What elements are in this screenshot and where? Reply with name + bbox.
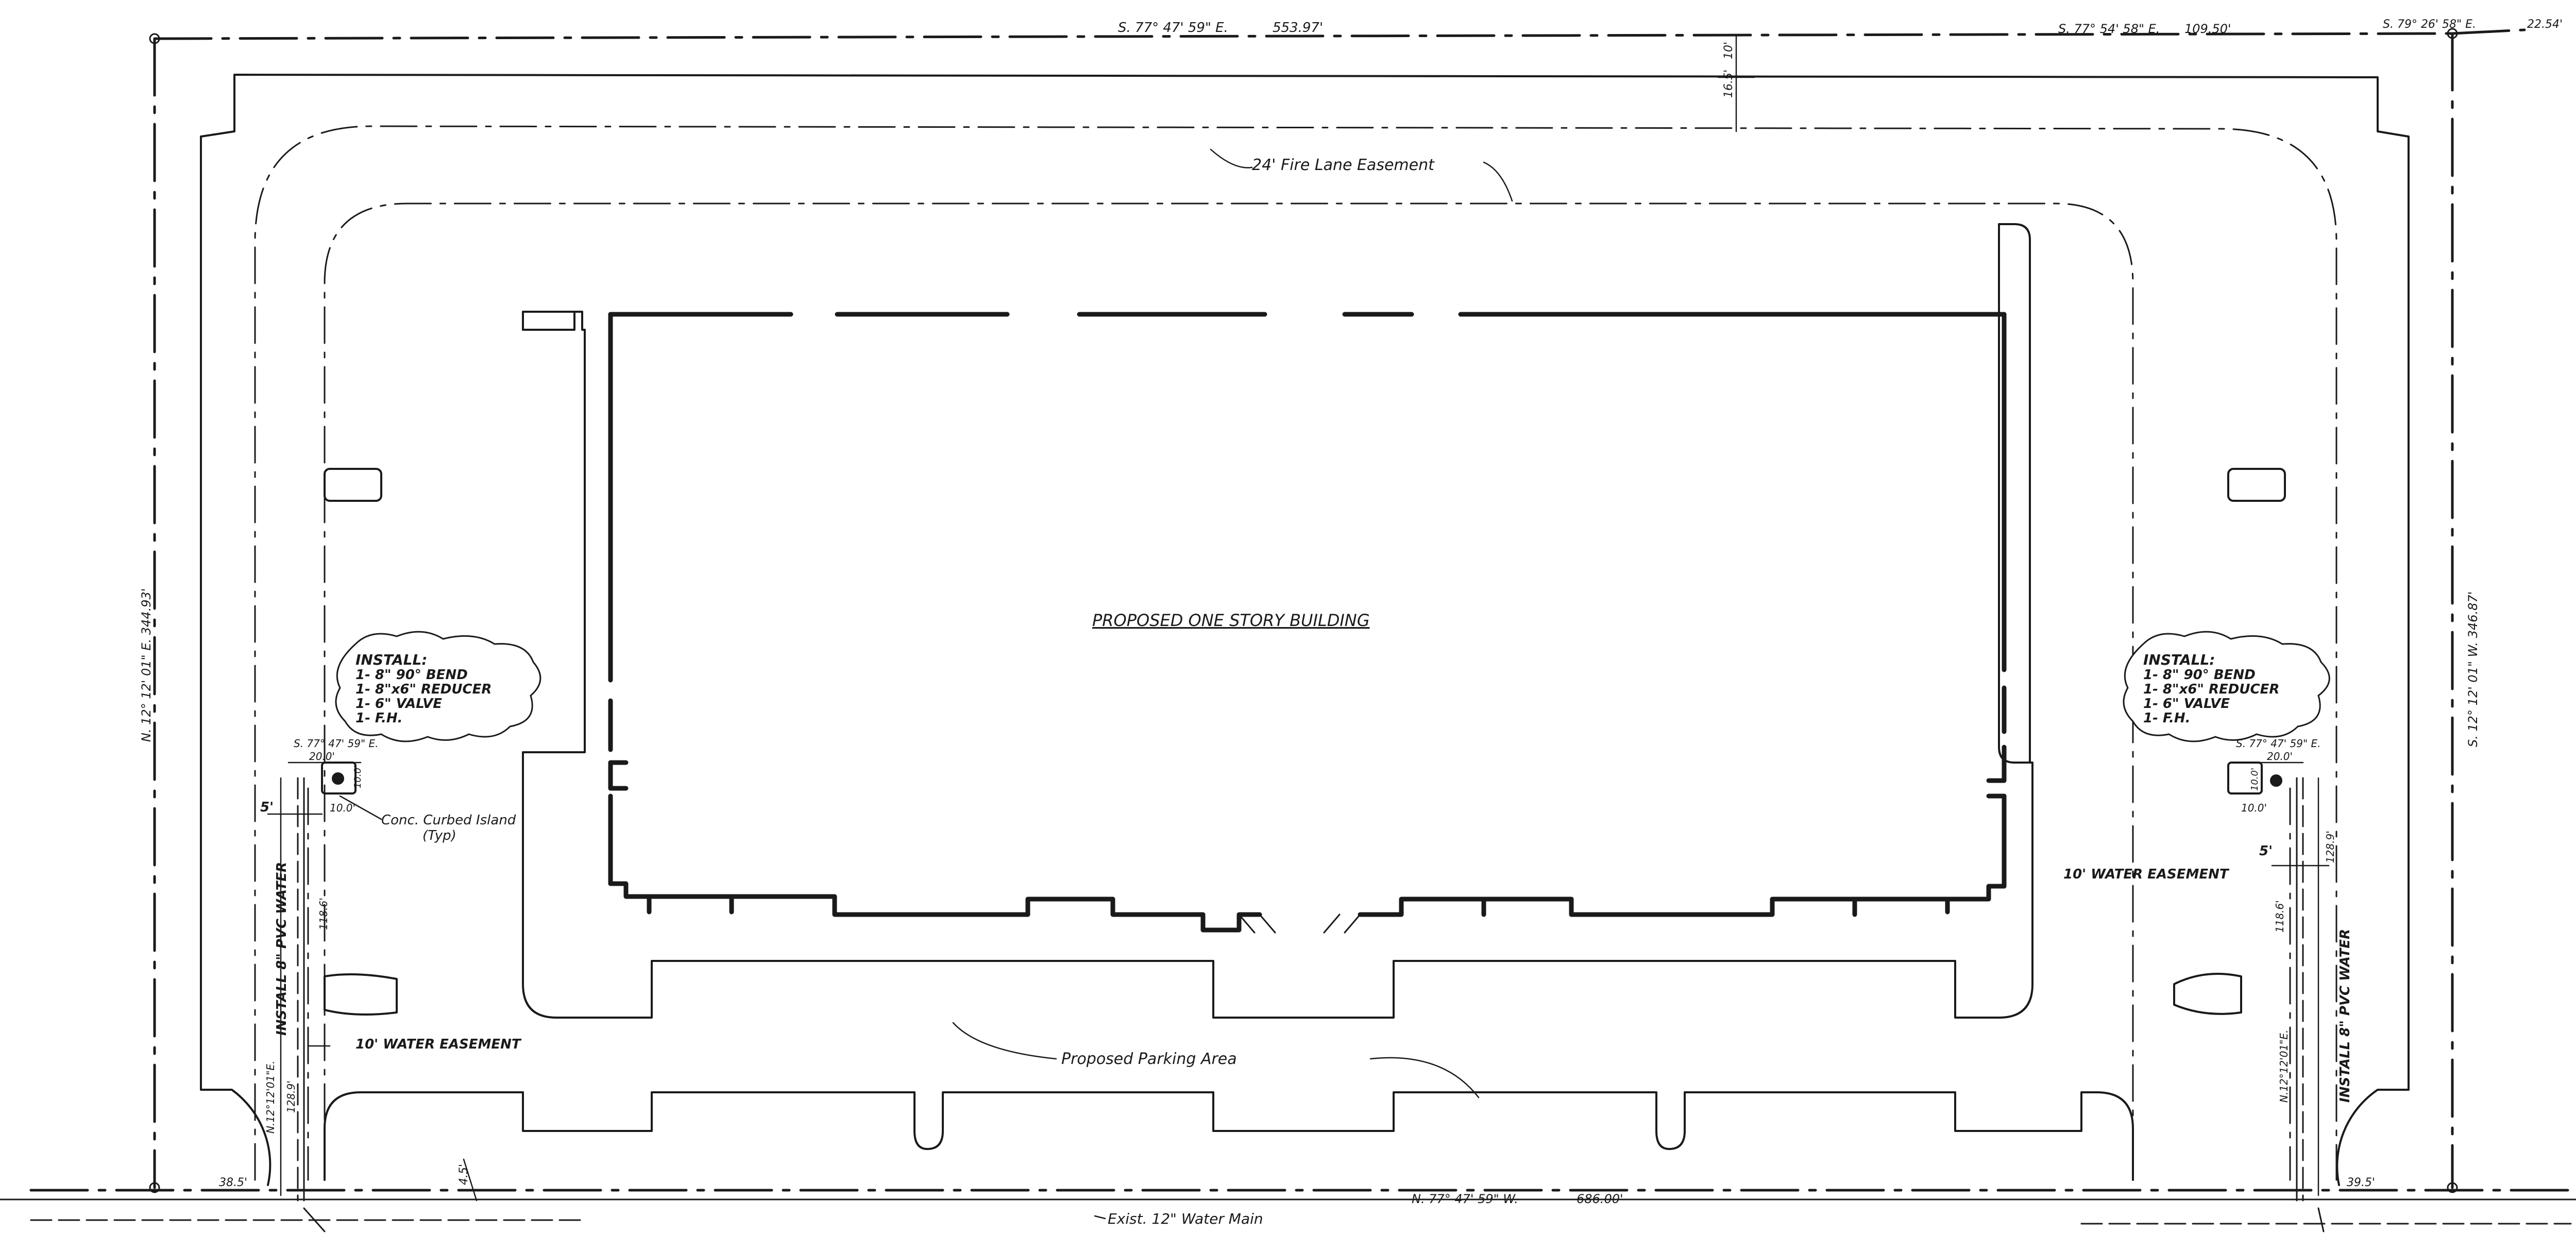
west-install-cloud [335,631,541,742]
north-distance-3: 22.54' [2527,18,2563,31]
curbed-island-label: Conc. Curbed Island [381,813,516,828]
east-install-item-2: 1- 8"x6" REDUCER [2143,682,2279,697]
east-hydrant-dist-10a: 10.0' [2249,768,2260,791]
south-distance: 686.00' [1577,1192,1623,1206]
east-hydrant-island [2227,762,2263,795]
east-hydrant-dist-20: 20.0' [2267,750,2293,763]
east-pipe-length: 118.6' [2274,900,2286,933]
east-install-item-3: 1- 6" VALVE [2143,696,2230,712]
west-pipe-length: 118.6' [317,898,330,930]
west-hydrant-dist-10b: 10.0' [330,802,355,814]
south-small-dim: 4.5' [457,1164,470,1185]
east-bottom-bearing: N.12°12'01"E. [2278,1030,2290,1103]
north-distance-2: 109.50' [2184,22,2231,36]
west-water-line [267,762,362,1232]
sw-corner-dim: 38.5' [219,1176,247,1189]
east-hydrant-dim-5: 5' [2259,843,2273,859]
east-install-item-4: 1- F.H. [2143,711,2190,726]
east-water-line [2227,762,2330,1232]
north-bearing-1: S. 77° 47' 59" E. [1118,20,1228,36]
curbed-island-east [2173,973,2242,1015]
south-bearing: N. 77° 47' 59" W. [1412,1192,1518,1206]
east-fire-hydrant-icon [2270,774,2282,787]
se-corner-dim: 39.5' [2347,1176,2375,1189]
east-water-easement: 10' WATER EASEMENT [2063,867,2230,882]
west-hydrant-bearing: S. 77° 47' 59" E. [294,737,379,750]
curbed-island-west [324,973,398,1016]
west-line-bearing: N. 12° 12' 01" E. 344.93' [139,588,154,742]
west-bottom-bearing: N.12°12'01"E. [264,1061,277,1134]
north-setback-dim-1: 16.5' [1722,70,1735,98]
east-line-bearing: S. 12° 12' 01" W. 346.87' [2466,591,2480,747]
north-bearing-3: S. 79° 26' 58" E. [2383,18,2476,31]
building-label: PROPOSED ONE STORY BUILDING [1092,611,1370,630]
west-fire-hydrant-icon [332,772,344,785]
north-setback-dim-2: 10' [1722,42,1735,59]
north-distance-1: 553.97' [1273,20,1323,36]
east-hydrant-dist-10b: 10.0' [2241,802,2267,814]
north-property-line-east [2451,28,2526,35]
proposed-building [608,312,2007,934]
east-hydrant-bearing: S. 77° 47' 59" E. [2236,737,2321,750]
west-install-item-4: 1- F.H. [355,711,402,726]
west-water-easement: 10' WATER EASEMENT [355,1037,522,1052]
dimension-lines [339,35,1755,1220]
north-bearing-2: S. 77° 54' 58" E. [2058,22,2160,36]
west-install-item-3: 1- 6" VALVE [355,696,442,712]
west-install-item-2: 1- 8"x6" REDUCER [355,682,492,697]
west-bottom-dist: 128.9' [285,1080,297,1113]
east-pipe-label: INSTALL 8" PVC WATER [2337,929,2353,1103]
property-corner-ne [2447,28,2458,39]
west-hydrant-dim-5: 5' [260,800,274,815]
west-pipe-label: INSTALL 8" PVC WATER [274,862,290,1036]
east-install-cloud [2123,631,2330,742]
property-boundary [29,28,2572,1193]
north-property-line [153,32,2454,40]
west-hydrant-dist-20: 20.0' [309,750,335,763]
curbed-island-typ-label: (Typ) [422,828,456,843]
west-install-title: INSTALL: [355,651,428,668]
parking-area-label: Proposed Parking Area [1061,1050,1237,1068]
parking-curbs [324,223,2286,1181]
property-corner-se [2447,1182,2458,1193]
west-install-item-1: 1- 8" 90° BEND [355,667,468,683]
water-main-label: Exist. 12" Water Main [1108,1210,1263,1227]
fire-lane-label: 24' Fire Lane Easement [1252,156,1435,174]
west-hydrant-dist-10a: 10.0' [352,765,363,788]
east-install-title: INSTALL: [2143,651,2215,668]
east-right-dist: 128.9' [2324,831,2336,863]
existing-water-main [0,1198,2576,1225]
fire-lane-easement [254,125,2337,1181]
east-install-item-1: 1- 8" 90° BEND [2143,667,2256,683]
property-corner-nw [149,33,160,44]
property-corner-sw [149,1182,160,1193]
